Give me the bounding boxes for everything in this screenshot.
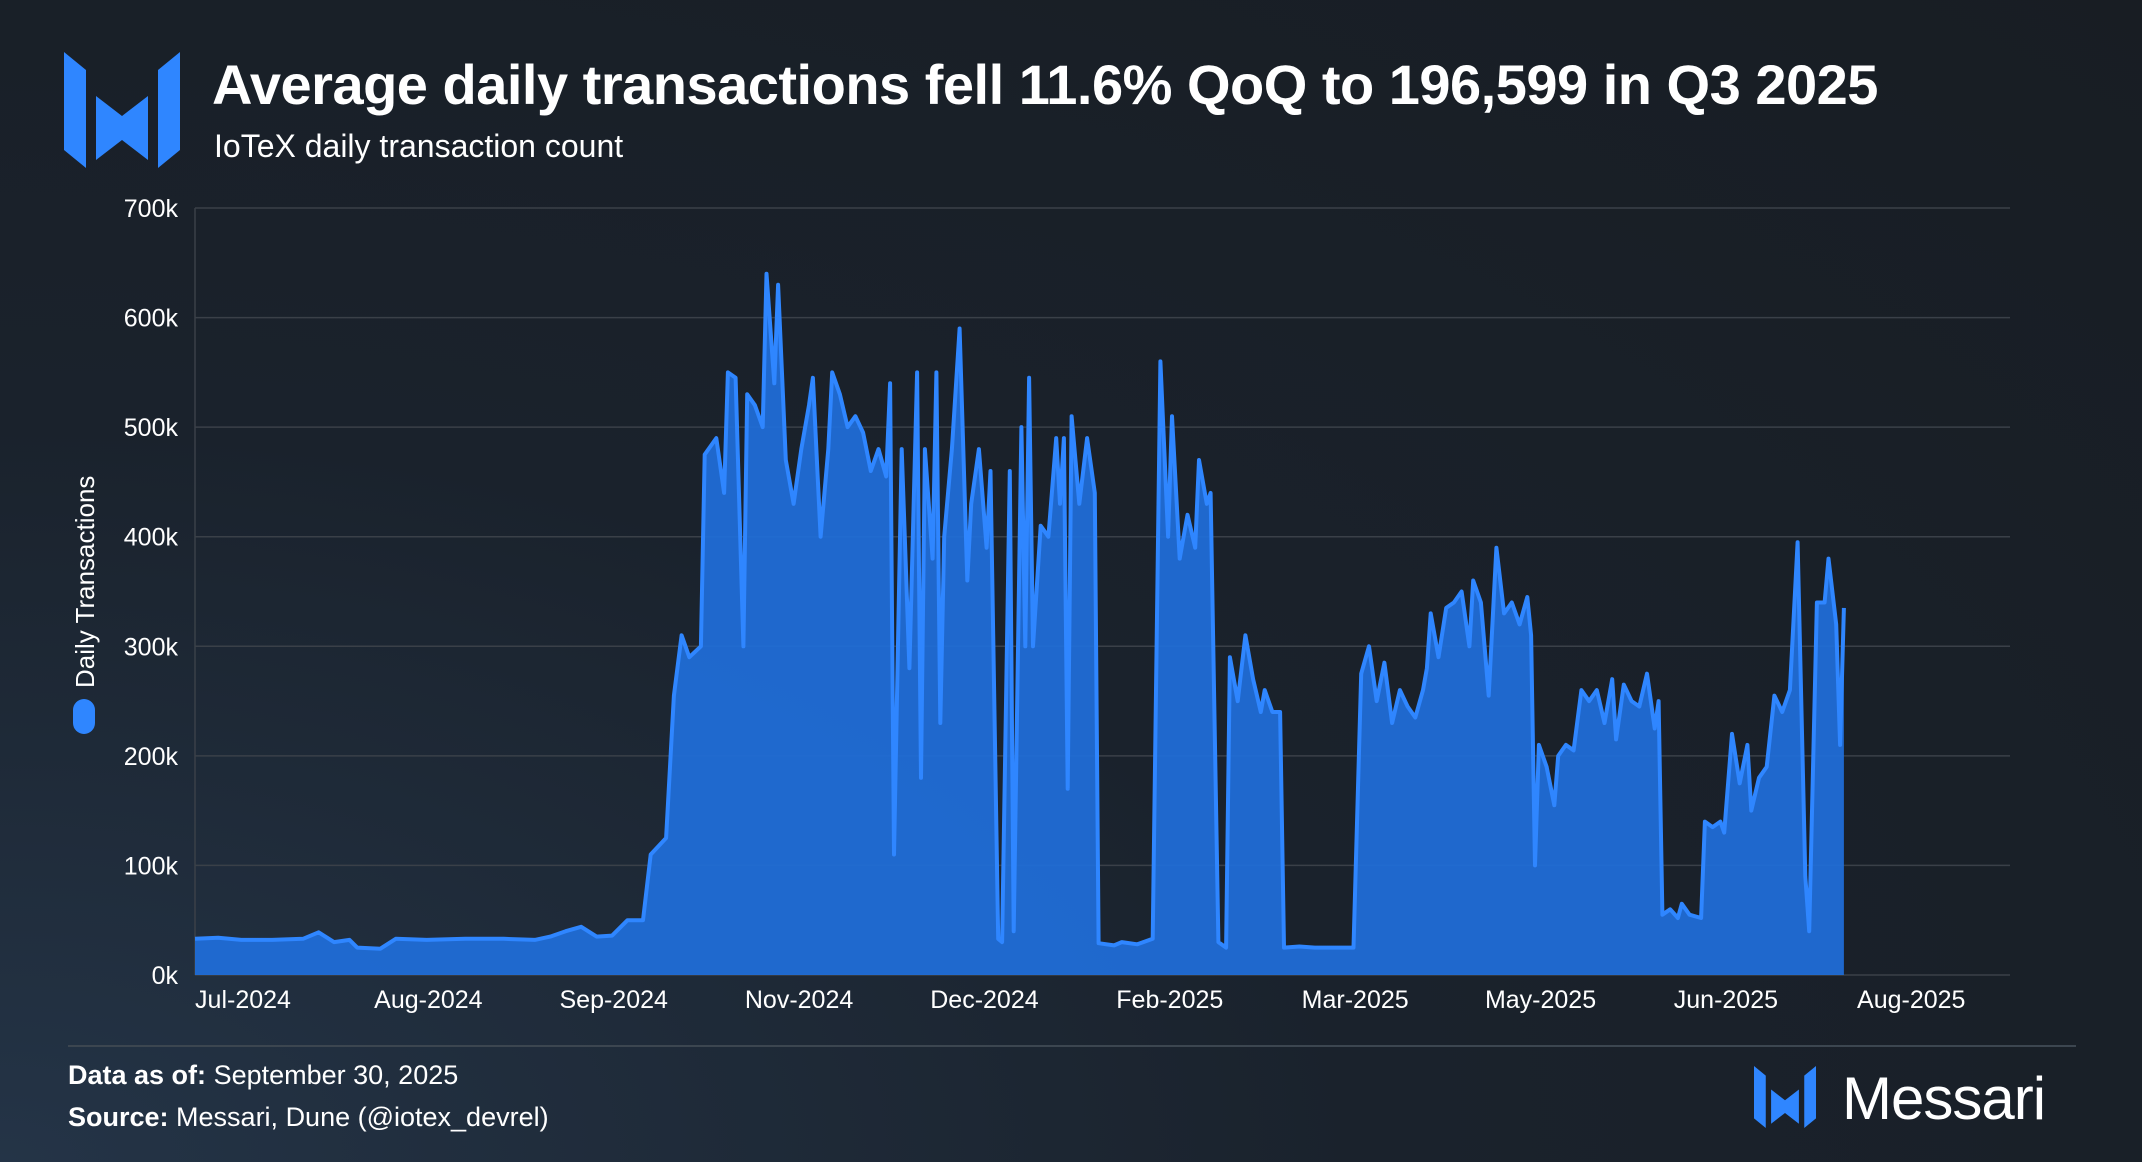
y-tick-label: 400k <box>124 524 179 552</box>
x-tick-labels: Jul-2024 Aug-2024 Sep-2024 Nov-2024 Dec-2024… <box>195 986 1965 1014</box>
logo-left-bar <box>64 52 86 168</box>
y-tick-label: 300k <box>124 633 179 661</box>
messari-logo-icon <box>64 52 180 168</box>
logo-right-bar <box>158 52 180 168</box>
legend-label: Daily Transactions <box>70 476 100 688</box>
source-value: Messari, Dune (@iotex_devrel) <box>176 1102 549 1132</box>
logo-middle-shape <box>96 96 148 160</box>
series-layer <box>194 271 1846 975</box>
series-line <box>194 271 1846 951</box>
data-as-of: Data as of: September 30, 2025 <box>68 1060 458 1091</box>
y-tick-label: 600k <box>124 305 179 333</box>
messari-brand-icon <box>1754 1066 1816 1128</box>
y-tick-label: 200k <box>124 743 179 771</box>
x-tick-label: Aug-2024 <box>374 986 483 1014</box>
y-tick-label: 500k <box>124 414 179 442</box>
y-tick-label: 100k <box>124 852 179 880</box>
data-as-of-label: Data as of: <box>68 1060 207 1090</box>
chart-subtitle: IoTeX daily transaction count <box>214 128 624 164</box>
y-tick-label: 0k <box>152 962 179 990</box>
x-tick-label: Nov-2024 <box>745 986 853 1014</box>
brand-name: Messari <box>1842 1065 2046 1132</box>
data-as-of-value: September 30, 2025 <box>213 1060 459 1090</box>
messari-brand: Messari <box>1752 1064 2082 1132</box>
x-tick-label: Jul-2024 <box>195 986 291 1014</box>
x-tick-label: Jun-2025 <box>1674 986 1778 1014</box>
legend: Daily Transactions <box>70 476 100 734</box>
y-tick-label: 700k <box>124 195 179 223</box>
chart-title: Average daily transactions fell 11.6% Qo… <box>212 53 1878 116</box>
x-tick-label: May-2025 <box>1485 986 1596 1014</box>
chart-area: 0k 100k 200k 300k 400k 500k 600k 700k Jul-2024 A… <box>70 195 2010 1014</box>
x-tick-label: Aug-2025 <box>1857 986 1965 1014</box>
legend-swatch <box>73 699 95 734</box>
source-label: Source: <box>68 1102 169 1132</box>
y-tick-labels: 0k 100k 200k 300k 400k 500k 600k 700k <box>124 195 179 990</box>
source: Source: Messari, Dune (@iotex_devrel) <box>68 1102 549 1133</box>
x-tick-label: Feb-2025 <box>1116 986 1223 1014</box>
x-tick-label: Sep-2024 <box>560 986 669 1014</box>
footer-divider <box>68 1045 2076 1047</box>
x-tick-label: Dec-2024 <box>930 986 1038 1014</box>
x-tick-label: Mar-2025 <box>1302 986 1409 1014</box>
